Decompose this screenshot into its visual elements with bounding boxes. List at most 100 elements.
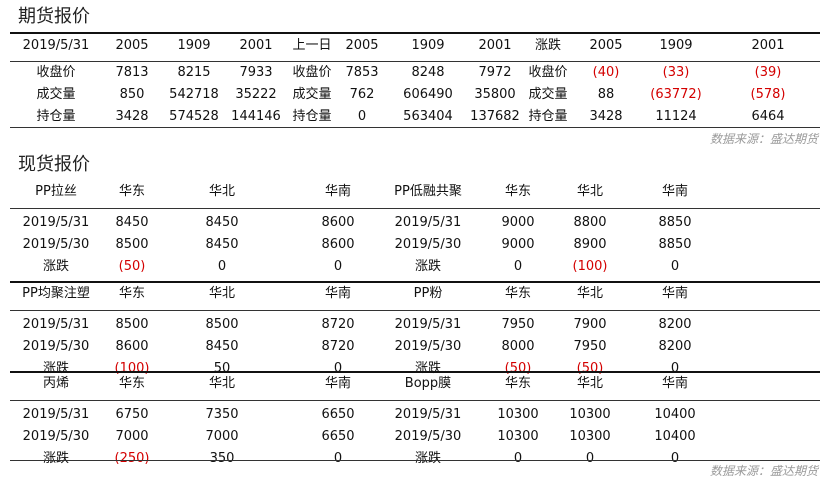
spot-value-cell: 6650 — [321, 407, 355, 422]
spot-row-label: 涨跌 — [42, 259, 69, 274]
futures-header-cell: 2019/5/31 — [22, 38, 90, 53]
spot-value-cell: 8450 — [115, 215, 149, 230]
futures-value-cell: 35800 — [474, 87, 516, 102]
spot-row-label: 2019/5/31 — [22, 407, 90, 422]
spot-value-cell: 8850 — [658, 237, 692, 252]
spot-value-cell: 7000 — [205, 429, 239, 444]
futures-value-cell: 8215 — [177, 65, 211, 80]
spot-value-cell: 0 — [513, 451, 523, 466]
spot-row-label: 2019/5/31 — [22, 317, 90, 332]
futures-bottom-rule — [10, 127, 820, 128]
spot-bottom-rule — [10, 460, 820, 461]
futures-value-cell: 574528 — [169, 109, 219, 124]
spot-header-cell: PP粉 — [413, 286, 443, 301]
spot-value-cell: 10300 — [569, 429, 611, 444]
spot-value-cell: 8720 — [321, 339, 355, 354]
spot-header-cell: 华北 — [208, 184, 235, 199]
spot-value-cell: 8600 — [321, 237, 355, 252]
spot-block-separator — [10, 371, 820, 373]
spot-value-cell: 7000 — [115, 429, 149, 444]
spot-header-cell: PP拉丝 — [35, 184, 77, 199]
futures-value-cell: (40) — [592, 65, 620, 80]
futures-row-label: 持仓量 — [528, 109, 568, 124]
spot-value-cell: 0 — [217, 259, 227, 274]
futures-value-cell: 6464 — [751, 109, 785, 124]
spot-value-cell: 8720 — [321, 317, 355, 332]
spot-header-cell: 华北 — [208, 376, 235, 391]
futures-value-cell: 606490 — [403, 87, 453, 102]
futures-row-label: 收盘价 — [292, 65, 332, 80]
spot-value-cell: 0 — [513, 259, 523, 274]
futures-value-cell: 8248 — [411, 65, 445, 80]
spot-value-cell: (250) — [114, 451, 150, 466]
futures-value-cell: 144146 — [231, 109, 281, 124]
spot-row-label: 2019/5/31 — [394, 317, 462, 332]
spot-value-cell: 8800 — [573, 215, 607, 230]
spot-header-rule — [10, 310, 820, 311]
spot-value-cell: 8500 — [115, 237, 149, 252]
spot-value-cell: 0 — [333, 451, 343, 466]
futures-value-cell: 7853 — [345, 65, 379, 80]
spot-value-cell: 8850 — [658, 215, 692, 230]
spot-title: 现货报价 — [18, 154, 90, 175]
futures-value-cell: 7813 — [115, 65, 149, 80]
futures-row-label: 持仓量 — [292, 109, 332, 124]
spot-value-cell: 10300 — [569, 407, 611, 422]
spot-value-cell: 7950 — [573, 339, 607, 354]
spot-header-rule — [10, 208, 820, 209]
spot-header-cell: 华东 — [504, 376, 531, 391]
spot-value-cell: 0 — [333, 361, 343, 376]
spot-value-cell: 7950 — [501, 317, 535, 332]
spot-header-cell: 华北 — [576, 184, 603, 199]
futures-value-cell: (578) — [750, 87, 786, 102]
futures-row-label: 成交量 — [292, 87, 332, 102]
futures-header-cell: 涨跌 — [534, 38, 561, 53]
spot-header-cell: 华北 — [576, 286, 603, 301]
spot-value-cell: 10400 — [654, 407, 696, 422]
spot-row-label: 2019/5/30 — [394, 237, 462, 252]
spot-value-cell: 10300 — [497, 407, 539, 422]
futures-value-cell: 7933 — [239, 65, 273, 80]
futures-value-cell: 35222 — [235, 87, 277, 102]
spot-data-source: 数据来源：盛达期货 — [709, 464, 818, 478]
futures-value-cell: (63772) — [650, 87, 702, 102]
spot-block-separator — [10, 281, 820, 283]
spot-header-cell: 华南 — [661, 184, 688, 199]
spot-header-rule — [10, 400, 820, 401]
spot-value-cell: 6650 — [321, 429, 355, 444]
spot-row-label: 2019/5/31 — [22, 215, 90, 230]
spot-row-label: 涨跌 — [42, 451, 69, 466]
futures-value-cell: 542718 — [169, 87, 219, 102]
futures-header-cell: 2001 — [751, 38, 785, 53]
futures-header-cell: 2005 — [589, 38, 623, 53]
spot-value-cell: 0 — [670, 361, 680, 376]
spot-value-cell: 8200 — [658, 317, 692, 332]
futures-header-cell: 2005 — [345, 38, 379, 53]
spot-header-cell: 华北 — [576, 376, 603, 391]
futures-header-cell: 2001 — [478, 38, 512, 53]
futures-top-rule — [10, 32, 820, 34]
futures-value-cell: 563404 — [403, 109, 453, 124]
futures-header-cell: 1909 — [659, 38, 693, 53]
spot-value-cell: 8900 — [573, 237, 607, 252]
spot-value-cell: 8500 — [205, 317, 239, 332]
futures-title: 期货报价 — [18, 6, 90, 27]
spot-row-label: 2019/5/30 — [394, 429, 462, 444]
futures-value-cell: (33) — [662, 65, 690, 80]
spot-value-cell: 10300 — [497, 429, 539, 444]
futures-header-rule — [10, 61, 820, 62]
spot-row-label: 涨跌 — [414, 451, 441, 466]
spot-value-cell: 9000 — [501, 215, 535, 230]
futures-value-cell: 762 — [349, 87, 375, 102]
futures-value-cell: (39) — [754, 65, 782, 80]
futures-value-cell: 850 — [119, 87, 145, 102]
spot-header-cell: 华南 — [661, 376, 688, 391]
futures-header-cell: 2001 — [239, 38, 273, 53]
spot-row-label: 涨跌 — [414, 259, 441, 274]
spot-value-cell: 6750 — [115, 407, 149, 422]
futures-row-label: 成交量 — [528, 87, 568, 102]
spot-row-label: 2019/5/30 — [394, 339, 462, 354]
futures-value-cell: 88 — [597, 87, 615, 102]
spot-header-cell: Bopp膜 — [404, 376, 452, 391]
futures-value-cell: 0 — [357, 109, 367, 124]
